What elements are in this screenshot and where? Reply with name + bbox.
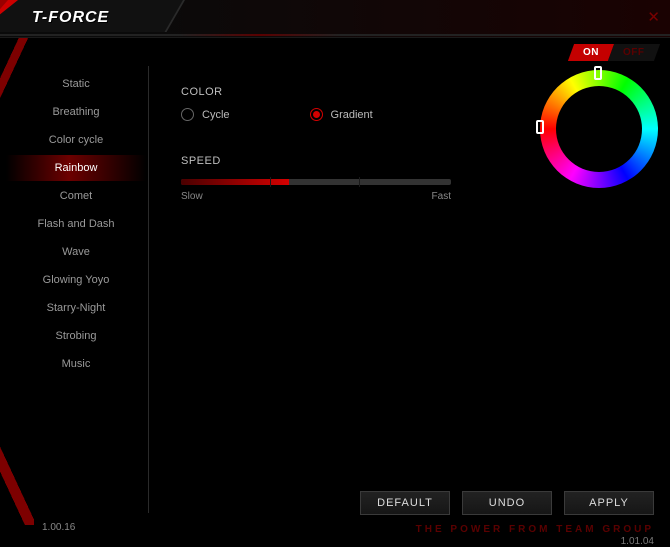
- sidebar-item-breathing[interactable]: Breathing: [6, 99, 146, 125]
- sidebar-item-glowing-yoyo[interactable]: Glowing Yoyo: [6, 267, 146, 293]
- sidebar-item-flash-and-dash[interactable]: Flash and Dash: [6, 211, 146, 237]
- sidebar-item-strobing[interactable]: Strobing: [6, 323, 146, 349]
- sidebar-item-wave[interactable]: Wave: [6, 239, 146, 265]
- speed-tick: [359, 177, 360, 187]
- power-toggle[interactable]: ON OFF: [571, 44, 657, 61]
- effects-sidebar: StaticBreathingColor cycleRainbowCometFl…: [6, 62, 146, 517]
- sidebar-item-starry-night[interactable]: Starry-Night: [6, 295, 146, 321]
- apply-button[interactable]: APPLY: [564, 491, 654, 515]
- color-wheel-picker[interactable]: [594, 66, 602, 80]
- toggle-off[interactable]: OFF: [607, 44, 659, 61]
- radio-label: Gradient: [331, 109, 373, 121]
- footer: DEFAULT UNDO APPLY THE POWER FROM TEAM G…: [0, 485, 670, 545]
- sidebar-item-comet[interactable]: Comet: [6, 183, 146, 209]
- speed-tick: [270, 177, 271, 187]
- color-wheel-picker[interactable]: [536, 120, 544, 134]
- speed-slider[interactable]: [181, 179, 451, 185]
- speed-min-label: Slow: [181, 191, 203, 202]
- brand-text: T-FORCE: [32, 9, 109, 27]
- logo: T-FORCE: [0, 0, 109, 32]
- color-wheel-wrap: [540, 70, 658, 188]
- vertical-divider: [148, 66, 149, 513]
- sidebar-item-music[interactable]: Music: [6, 351, 146, 377]
- speed-slider-fill: [181, 179, 289, 185]
- header: T-FORCE ✕: [0, 0, 670, 38]
- color-wheel[interactable]: [540, 70, 658, 188]
- header-divider: [0, 34, 670, 36]
- logo-wing-icon: [0, 0, 18, 32]
- sidebar-item-color-cycle[interactable]: Color cycle: [6, 127, 146, 153]
- close-icon[interactable]: ✕: [647, 8, 660, 26]
- toggle-on[interactable]: ON: [567, 44, 613, 61]
- radio-cycle[interactable]: Cycle: [181, 108, 230, 121]
- tagline: THE POWER FROM TEAM GROUP: [416, 524, 654, 535]
- radio-label: Cycle: [202, 109, 230, 121]
- speed-max-label: Fast: [432, 191, 451, 202]
- sidebar-item-static[interactable]: Static: [6, 71, 146, 97]
- version-left: 1.00.16: [42, 522, 75, 533]
- footer-buttons: DEFAULT UNDO APPLY: [360, 491, 654, 515]
- sidebar-item-rainbow[interactable]: Rainbow: [6, 155, 146, 181]
- undo-button[interactable]: UNDO: [462, 491, 552, 515]
- version-right: 1.01.04: [621, 536, 654, 547]
- speed-labels: Slow Fast: [181, 191, 451, 202]
- radio-ring-icon: [310, 108, 323, 121]
- header-divider-2: [0, 37, 670, 38]
- radio-gradient[interactable]: Gradient: [310, 108, 373, 121]
- default-button[interactable]: DEFAULT: [360, 491, 450, 515]
- main-panel: COLOR CycleGradient SPEED Slow Fast: [151, 62, 664, 517]
- radio-ring-icon: [181, 108, 194, 121]
